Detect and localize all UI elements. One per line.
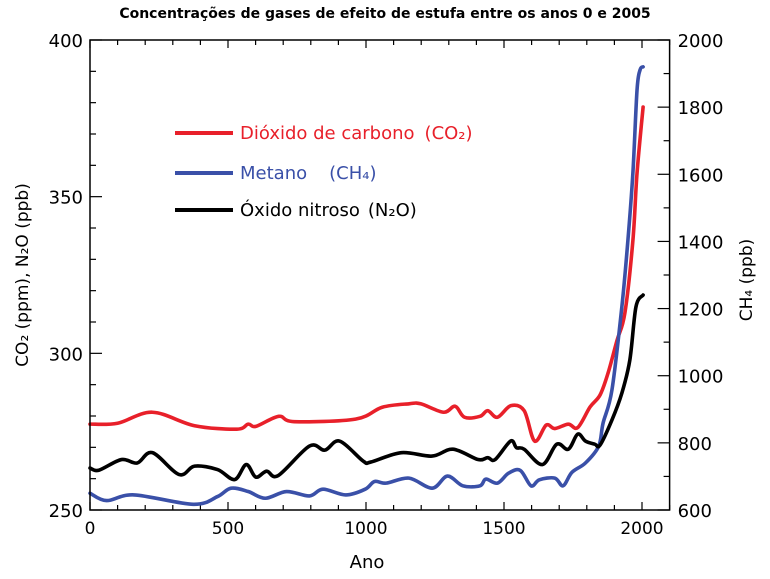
x-axis-label: Ano xyxy=(350,552,385,573)
legend-label-co2: Dióxido de carbono (CO₂) xyxy=(240,123,473,144)
x-tick-label: 2000 xyxy=(620,519,663,539)
y-tick-label-left: 350 xyxy=(49,188,83,209)
y-tick-label-right: 1600 xyxy=(678,165,724,186)
legend-label-n2o: Óxido nitroso (N₂O) xyxy=(240,199,417,221)
legend: Dióxido de carbono (CO₂) Metano (CH₄) Óxid… xyxy=(175,123,473,221)
series-lines xyxy=(88,65,645,507)
y-axis-label-right: CH₄ (ppb) xyxy=(737,239,757,322)
n2o-line xyxy=(88,293,645,482)
x-tick-label: 0 xyxy=(85,519,96,539)
co2-line xyxy=(88,105,645,443)
y-tick-label-right: 600 xyxy=(678,501,712,522)
y-tick-label-left: 250 xyxy=(49,501,83,522)
y-tick-label-right: 1400 xyxy=(678,232,724,253)
y-axis-label-left: CO₂ (ppm), N₂O (ppb) xyxy=(13,183,33,367)
x-tick-label: 500 xyxy=(212,519,244,539)
y-tick-label-right: 1000 xyxy=(678,367,724,388)
y-tick-label-right: 1200 xyxy=(678,300,724,321)
x-tick-label: 1500 xyxy=(482,519,525,539)
plot-frame xyxy=(89,39,671,511)
axes: 0 500 1000 1500 2000 250 300 350 400 600 800 1000 12… xyxy=(49,31,724,539)
y-tick-label-left: 300 xyxy=(49,344,83,365)
legend-label-ch4: Metano (CH₄) xyxy=(240,163,377,184)
y-tick-label-right: 2000 xyxy=(678,31,724,52)
x-tick-label: 1000 xyxy=(344,519,387,539)
y-tick-label-right: 1800 xyxy=(678,98,724,119)
y-tick-label-right: 800 xyxy=(678,434,712,455)
y-tick-label-left: 400 xyxy=(49,31,83,52)
chart-title: Concentrações de gases de efeito de estu… xyxy=(119,6,650,22)
ch4-line xyxy=(88,65,645,507)
